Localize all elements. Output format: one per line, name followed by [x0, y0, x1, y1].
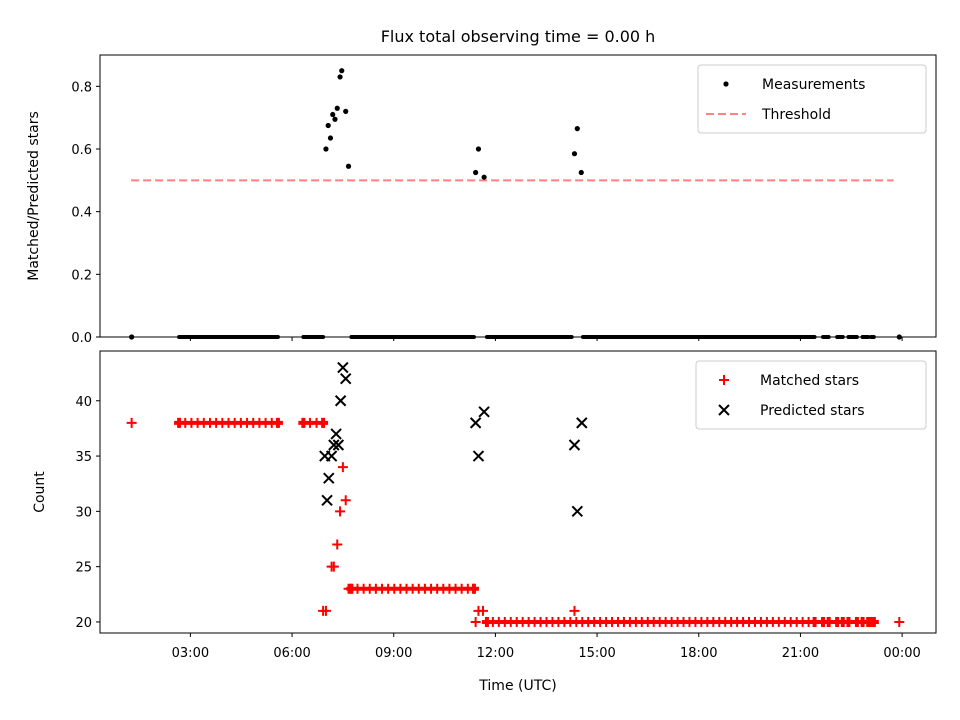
x-tick-label: 03:00 [172, 646, 209, 661]
matched-point [477, 605, 488, 616]
predicted-point [323, 472, 335, 484]
y-tick-label: 0.2 [71, 268, 92, 283]
predicted-point [472, 450, 485, 462]
matched-point [470, 616, 481, 627]
legend-label: Threshold [761, 107, 831, 123]
y-tick-label: 0.8 [71, 80, 92, 95]
measurement-point [475, 146, 482, 152]
predicted-point [325, 450, 338, 462]
measurement-point [345, 163, 352, 169]
matched-point [335, 506, 346, 517]
measurement-point [343, 108, 349, 114]
matched-run [481, 616, 820, 627]
predicted-point [568, 439, 581, 451]
predicted-point [328, 439, 340, 451]
x-tick-label: 15:00 [578, 646, 615, 661]
top-panel: 0.0 0.2 0.4 0.6 0.8 Matched/Predicted stars Me… [26, 54, 937, 346]
measurement-point [339, 68, 345, 74]
predicted-point [321, 494, 333, 507]
predicted-point [576, 417, 588, 429]
matched-point [126, 417, 137, 428]
y-tick-label: 35 [75, 450, 92, 465]
matched-point [332, 539, 343, 550]
measurement-point [325, 122, 331, 129]
y-axis-label: Count [32, 471, 48, 513]
measurement-point [332, 116, 338, 122]
legend: Measurements Threshold [697, 64, 927, 134]
predicted-point [340, 372, 352, 385]
predicted-point [332, 439, 345, 451]
legend-marker-matched [719, 375, 729, 385]
x-tick-label: 09:00 [375, 646, 412, 661]
predicted-point [478, 406, 490, 418]
y-tick-label: 30 [75, 505, 92, 520]
measurement-point [323, 146, 329, 152]
measurement-point [327, 135, 334, 141]
matched-point [320, 605, 331, 616]
y-axis-label: Matched/Predicted stars [26, 111, 42, 281]
predicted-point [337, 361, 349, 374]
y-tick-label: 0.6 [71, 143, 92, 158]
legend-label: Measurements [762, 77, 865, 93]
matched-point [340, 495, 351, 506]
x-axis-label: Time (UTC) [478, 678, 556, 694]
bottom-panel: 20 25 30 35 40 03:00 06:00 09:00 12:00 15:00 18:00… [32, 350, 937, 694]
x-tick-label: 06:00 [273, 646, 310, 661]
x-tick-label: 18:00 [680, 646, 717, 661]
y-tick-label: 0.4 [71, 206, 92, 221]
predicted-point [334, 395, 347, 407]
matched-run [818, 616, 834, 627]
measurement-point [334, 105, 340, 111]
predicted-point [469, 417, 482, 429]
predicted-point [330, 428, 342, 440]
matched-point [328, 561, 339, 572]
legend-marker-measurements [723, 81, 729, 87]
measurement-point [337, 74, 343, 80]
measurement-point [481, 174, 487, 180]
legend-label: Predicted stars [760, 403, 865, 419]
y-tick-label: 20 [75, 616, 92, 631]
measurement-point [330, 111, 336, 118]
measurement-point [578, 169, 584, 176]
y-tick-label: 0.0 [71, 331, 92, 346]
matched-point [337, 462, 348, 473]
legend-label: Matched stars [760, 373, 859, 389]
matched-point [343, 583, 354, 594]
measurement-point [473, 169, 479, 176]
x-tick-label: 00:00 [883, 646, 920, 661]
y-tick-label: 40 [75, 395, 92, 410]
y-tick-label: 25 [75, 561, 92, 576]
x-tick-label: 21:00 [782, 646, 819, 661]
predicted-point [571, 505, 584, 518]
measurement-point [574, 126, 580, 132]
legend-marker-predicted [718, 404, 730, 416]
plot-frame [99, 350, 937, 634]
matched-point [894, 616, 905, 627]
x-tick-label: 12:00 [477, 646, 514, 661]
matched-point [569, 605, 580, 616]
legend: Matched stars Predicted stars [695, 360, 927, 430]
measurement-point [571, 151, 578, 157]
legend-box [697, 64, 927, 134]
legend-box [695, 360, 927, 430]
plot-frame [99, 54, 937, 338]
chart-title: Flux total observing time = 0.00 h [381, 27, 656, 46]
